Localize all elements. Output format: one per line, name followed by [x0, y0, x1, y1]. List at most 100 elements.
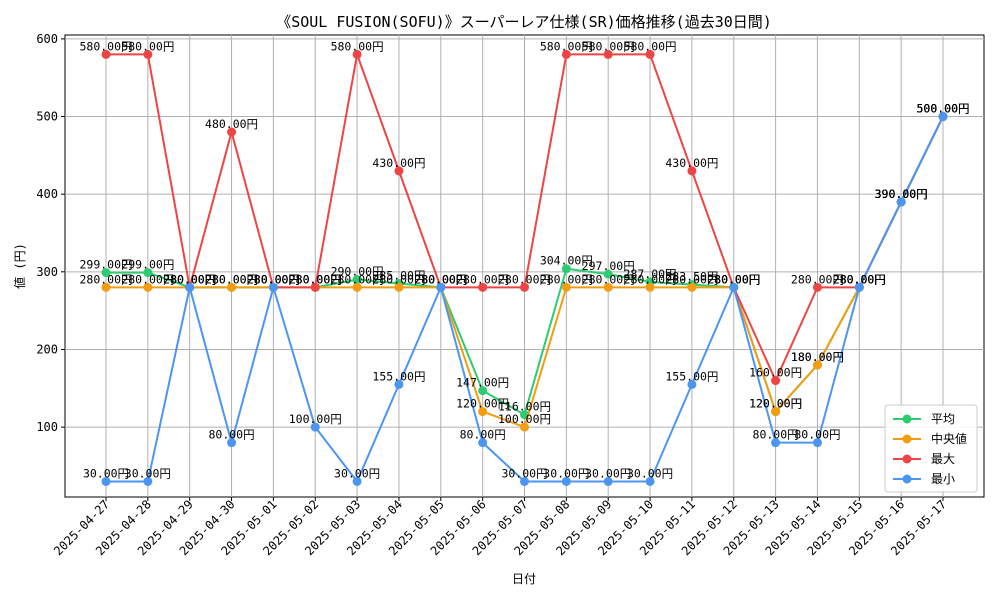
data-point	[561, 282, 571, 292]
data-point	[771, 407, 781, 417]
data-point	[603, 476, 613, 486]
data-point	[520, 282, 529, 292]
data-label: 390.00円	[875, 187, 928, 201]
data-label: 280.00円	[414, 272, 467, 286]
data-label: 580.00円	[582, 39, 635, 53]
x-axis-label: 日付	[512, 572, 536, 586]
data-point	[310, 422, 320, 432]
legend-swatch-marker	[902, 414, 912, 424]
data-label: 80.00円	[794, 428, 840, 442]
data-label: 30.00円	[125, 466, 171, 480]
data-label: 580.00円	[121, 39, 174, 53]
data-point	[352, 282, 362, 292]
data-point	[478, 407, 488, 417]
data-label: 100.00円	[289, 412, 342, 426]
data-label: 580.00円	[624, 39, 677, 53]
data-point	[101, 268, 111, 278]
data-point	[268, 282, 278, 292]
data-label: 280.00円	[289, 272, 342, 286]
data-label: 280.00円	[833, 272, 886, 286]
data-label: 147.00円	[456, 376, 509, 390]
data-point	[227, 438, 237, 448]
data-point	[771, 376, 781, 386]
data-point	[729, 282, 739, 292]
data-point	[896, 197, 906, 207]
data-label: 280.00円	[540, 272, 593, 286]
data-label: 280.00円	[289, 272, 342, 286]
data-point	[478, 386, 488, 396]
data-point	[687, 379, 697, 389]
data-label: 280.00円	[247, 272, 300, 286]
data-label: 280.00円	[331, 272, 384, 286]
data-label: 280.00円	[833, 272, 886, 286]
y-axis-label: 値 (円)	[12, 243, 27, 289]
legend-entry-label: 中央値	[931, 431, 967, 446]
legend-entry-label: 平均	[931, 412, 955, 426]
data-label: 280.00円	[414, 272, 467, 286]
data-label: 280.00円	[372, 272, 425, 286]
data-label: 160.00円	[749, 366, 802, 380]
data-point	[143, 476, 153, 486]
data-label: 299.00円	[121, 258, 174, 272]
data-point	[394, 379, 404, 389]
data-point	[436, 282, 446, 292]
data-label: 280.00円	[665, 272, 718, 286]
data-label: 480.00円	[205, 117, 258, 131]
data-point	[603, 49, 613, 59]
legend-swatch-marker	[902, 474, 912, 484]
x-axis-ticks: 2025-04-272025-04-282025-04-292025-04-30…	[51, 497, 949, 558]
data-label: 283.50円	[665, 270, 718, 284]
data-label: 280.00円	[456, 272, 509, 286]
data-label: 30.00円	[334, 466, 380, 480]
data-label: 580.00円	[79, 39, 132, 53]
data-label: 100.00円	[498, 412, 551, 426]
data-label: 120.00円	[456, 397, 509, 411]
data-label: 280.00円	[498, 272, 551, 286]
data-label: 280.00円	[707, 272, 760, 286]
data-point	[561, 476, 571, 486]
data-point	[227, 282, 237, 292]
y-tick-label: 300	[36, 265, 58, 279]
data-point	[520, 476, 529, 486]
data-label: 280.00円	[414, 272, 467, 286]
data-label: 390.00円	[875, 187, 928, 201]
data-point	[812, 282, 822, 292]
data-label: 280.00円	[205, 272, 258, 286]
data-label: 299.00円	[79, 258, 132, 272]
data-point	[478, 282, 488, 292]
data-labels-layer: 299.00円299.00円280.00円280.00円280.00円280.0…	[79, 39, 969, 480]
data-label: 500.00円	[916, 102, 969, 116]
data-point	[854, 282, 864, 292]
data-label: 287.00円	[624, 267, 677, 281]
data-label: 280.00円	[707, 272, 760, 286]
y-tick-label: 600	[36, 32, 58, 46]
data-label: 280.00円	[247, 272, 300, 286]
data-point	[561, 49, 571, 59]
data-label: 280.00円	[791, 272, 844, 286]
data-label: 304.00円	[540, 254, 593, 268]
data-label: 500.00円	[916, 102, 969, 116]
data-label: 280.00円	[582, 272, 635, 286]
data-label: 280.00円	[833, 272, 886, 286]
data-label: 280.00円	[247, 272, 300, 286]
data-point	[143, 268, 153, 278]
data-label: 430.00円	[372, 156, 425, 170]
data-label: 580.00円	[331, 39, 384, 53]
data-label: 30.00円	[501, 466, 547, 480]
data-point	[227, 127, 237, 137]
legend-swatch-marker	[902, 454, 912, 464]
data-label: 30.00円	[83, 466, 129, 480]
data-point	[478, 438, 488, 448]
data-point	[143, 282, 153, 292]
data-label: 180.00円	[791, 350, 844, 364]
legend-entry-label: 最大	[931, 452, 955, 466]
data-point	[352, 476, 362, 486]
data-label: 500.00円	[916, 102, 969, 116]
data-label: 390.00円	[875, 187, 928, 201]
data-point	[185, 282, 195, 292]
data-point	[603, 269, 613, 279]
data-label: 116.00円	[498, 400, 551, 414]
data-label: 155.00円	[372, 369, 425, 383]
grid-lines	[65, 35, 984, 497]
